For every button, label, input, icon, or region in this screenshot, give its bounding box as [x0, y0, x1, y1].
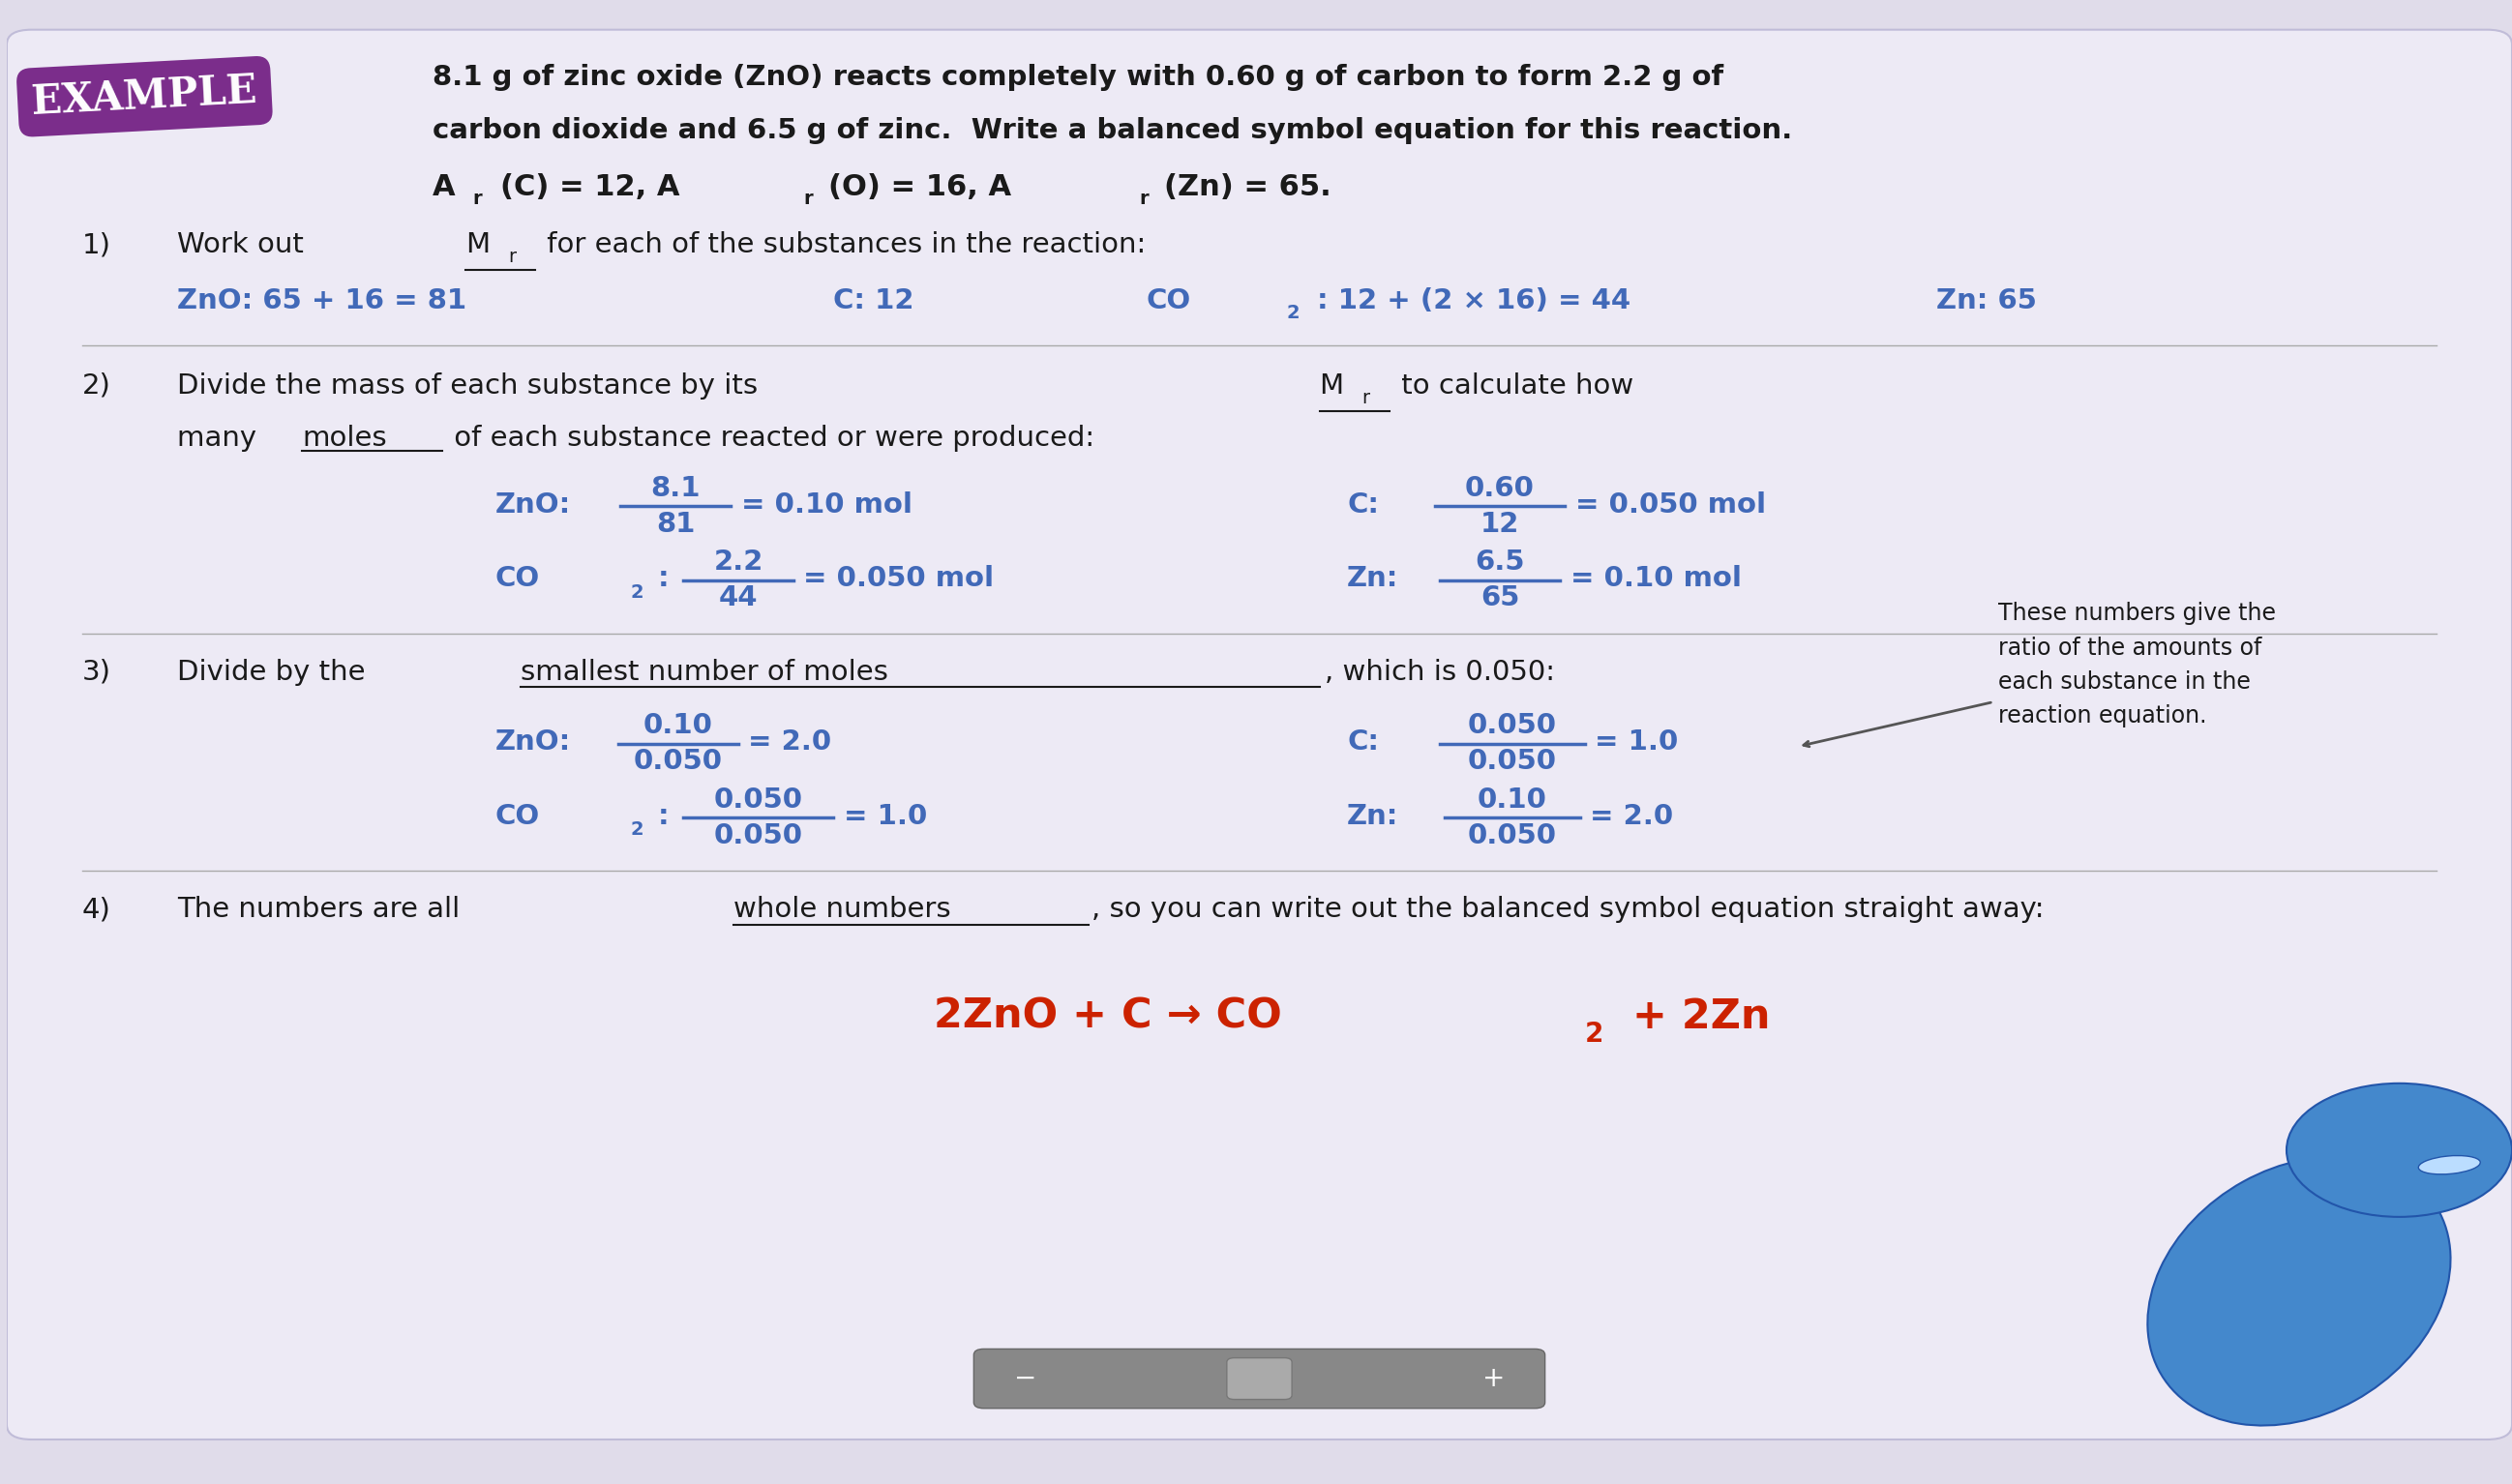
Text: A: A [432, 174, 455, 200]
Text: = 2.0: = 2.0 [749, 729, 831, 755]
Text: + 2Zn: + 2Zn [1618, 996, 1771, 1037]
Text: r: r [507, 248, 515, 266]
Text: whole numbers: whole numbers [734, 896, 950, 923]
Text: = 0.10 mol: = 0.10 mol [1570, 565, 1741, 592]
Text: = 0.050 mol: = 0.050 mol [1575, 491, 1766, 518]
Ellipse shape [2419, 1156, 2479, 1174]
Text: 2.2: 2.2 [713, 549, 764, 576]
Text: C: 12: C: 12 [834, 288, 914, 315]
Text: Zn:: Zn: [1346, 565, 1399, 592]
Text: 2: 2 [1585, 1021, 1603, 1048]
Circle shape [2286, 1083, 2512, 1217]
Text: 0.050: 0.050 [1467, 748, 1557, 775]
Text: 0.60: 0.60 [1464, 475, 1535, 502]
Text: 0.050: 0.050 [713, 787, 804, 813]
Text: moles: moles [301, 424, 387, 451]
Text: C:: C: [1346, 729, 1379, 755]
Text: M: M [1319, 372, 1344, 399]
Text: for each of the substances in the reaction:: for each of the substances in the reacti… [538, 232, 1145, 258]
Text: 65: 65 [1480, 585, 1520, 611]
Text: many: many [178, 424, 266, 451]
Text: 0.050: 0.050 [1467, 822, 1557, 849]
FancyBboxPatch shape [8, 30, 2512, 1439]
Text: CO: CO [495, 565, 540, 592]
Text: CO: CO [495, 803, 540, 830]
Text: 8.1 g of zinc oxide (ZnO) reacts completely with 0.60 g of carbon to form 2.2 g : 8.1 g of zinc oxide (ZnO) reacts complet… [432, 64, 1723, 91]
Text: 0.050: 0.050 [1467, 712, 1557, 739]
Text: These numbers give the
ratio of the amounts of
each substance in the
reaction eq: These numbers give the ratio of the amou… [2000, 603, 2276, 727]
Text: (Zn) = 65.: (Zn) = 65. [1163, 174, 1331, 200]
Text: −: − [1015, 1365, 1037, 1392]
Text: 2: 2 [631, 821, 643, 838]
Text: r: r [804, 190, 814, 208]
FancyBboxPatch shape [975, 1349, 1545, 1408]
Text: 12: 12 [1480, 510, 1520, 537]
Text: to calculate how: to calculate how [1392, 372, 1633, 399]
Text: 2: 2 [631, 583, 643, 601]
Text: EXAMPLE: EXAMPLE [30, 70, 259, 123]
Text: , so you can write out the balanced symbol equation straight away:: , so you can write out the balanced symb… [1093, 896, 2045, 923]
Text: C:: C: [1346, 491, 1379, 518]
Text: = 1.0: = 1.0 [1595, 729, 1678, 755]
Text: 2ZnO + C → CO: 2ZnO + C → CO [934, 996, 1281, 1037]
Text: r: r [1362, 389, 1369, 407]
Text: 0.10: 0.10 [643, 712, 713, 739]
Text: M: M [465, 232, 490, 258]
Text: 0.10: 0.10 [1477, 787, 1547, 813]
Text: :: : [658, 803, 668, 830]
Text: (O) = 16, A: (O) = 16, A [829, 174, 1012, 200]
Text: (C) = 12, A: (C) = 12, A [500, 174, 681, 200]
Text: 6.5: 6.5 [1475, 549, 1525, 576]
Text: The numbers are all: The numbers are all [178, 896, 470, 923]
Text: = 1.0: = 1.0 [844, 803, 927, 830]
Text: , which is 0.050:: , which is 0.050: [1324, 659, 1555, 686]
Text: 2: 2 [1286, 304, 1301, 322]
Text: : 12 + (2 × 16) = 44: : 12 + (2 × 16) = 44 [1316, 288, 1630, 315]
Text: 0.050: 0.050 [713, 822, 804, 849]
Text: Divide the mass of each substance by its: Divide the mass of each substance by its [178, 372, 766, 399]
Text: = 0.050 mol: = 0.050 mol [804, 565, 995, 592]
Text: Divide by the: Divide by the [178, 659, 374, 686]
Text: r: r [1138, 190, 1148, 208]
Text: ZnO: 65 + 16 = 81: ZnO: 65 + 16 = 81 [178, 288, 467, 315]
Text: smallest number of moles: smallest number of moles [520, 659, 887, 686]
Text: Zn:: Zn: [1346, 803, 1399, 830]
Text: r: r [472, 190, 482, 208]
Text: of each substance reacted or were produced:: of each substance reacted or were produc… [445, 424, 1095, 451]
Text: = 0.10 mol: = 0.10 mol [741, 491, 912, 518]
Text: 2): 2) [83, 372, 111, 399]
Text: carbon dioxide and 6.5 g of zinc.  Write a balanced symbol equation for this rea: carbon dioxide and 6.5 g of zinc. Write … [432, 117, 1794, 144]
Text: 81: 81 [656, 510, 696, 537]
Text: = 2.0: = 2.0 [1590, 803, 1673, 830]
Text: +: + [1482, 1365, 1505, 1392]
Text: CO: CO [1145, 288, 1191, 315]
Text: :: : [658, 565, 668, 592]
Text: Zn: 65: Zn: 65 [1937, 288, 2037, 315]
Text: ZnO:: ZnO: [495, 491, 570, 518]
Text: 1): 1) [83, 232, 111, 258]
FancyBboxPatch shape [1226, 1358, 1291, 1399]
Text: 4): 4) [83, 896, 111, 923]
Text: ZnO:: ZnO: [495, 729, 570, 755]
Text: 44: 44 [718, 585, 759, 611]
Ellipse shape [2148, 1156, 2452, 1426]
Text: Work out: Work out [178, 232, 311, 258]
Text: 8.1: 8.1 [651, 475, 701, 502]
Text: 3): 3) [83, 659, 111, 686]
Text: 0.050: 0.050 [633, 748, 723, 775]
